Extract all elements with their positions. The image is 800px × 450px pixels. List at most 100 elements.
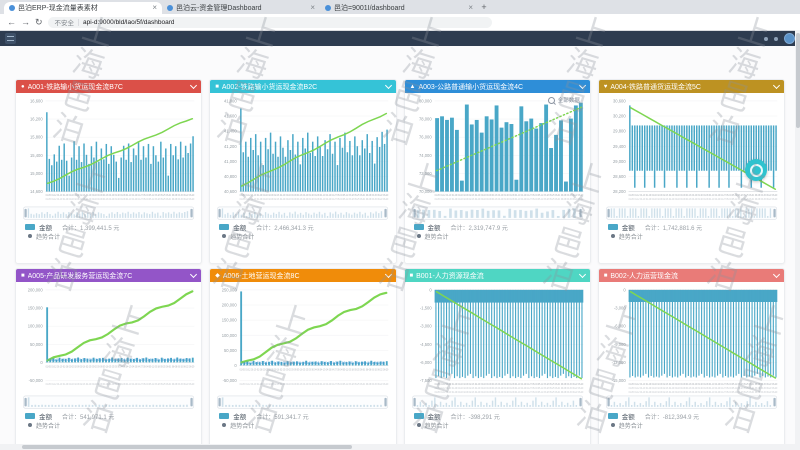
card-header-A003[interactable]: ▲ A003-公路普通输小货运现金流4C	[404, 80, 590, 93]
chart-legend: 金额 合计：2,319,747.9 元趋势合计	[405, 222, 590, 243]
chevron-down-icon[interactable]	[578, 81, 586, 90]
svg-text:15,400: 15,400	[30, 153, 43, 158]
datazoom-slider[interactable]	[411, 206, 584, 221]
chart-plot[interactable]: 30,600 30,200 29,800 29,400 29,000 28,600 28,2…	[602, 95, 781, 206]
legend-series-row[interactable]: 金额 合计：591,341.7 元	[219, 412, 386, 421]
browser-tab-3[interactable]: 邑泊=9001I/dashboard ×	[320, 2, 478, 14]
svg-text:70,000: 70,000	[419, 189, 432, 194]
user-avatar[interactable]	[784, 33, 795, 44]
card-header-A006[interactable]: ◆ A006-土地营运现金流8C	[210, 269, 396, 282]
card-header-icon: ■	[409, 272, 414, 279]
legend-trend-row[interactable]: 趋势合计	[414, 232, 581, 241]
chevron-down-icon[interactable]	[384, 270, 392, 279]
chart-plot[interactable]: 200,000 150,000 100,000 50,000 0 -50,000 1c 30…	[19, 284, 198, 395]
legend-trend-label: 趋势合计	[618, 423, 643, 430]
horizontal-scrollbar-thumb[interactable]	[22, 445, 352, 449]
legend-series-row[interactable]: 金额 合计：541,971.1 元	[25, 412, 192, 421]
datazoom-slider[interactable]	[22, 206, 195, 221]
message-icon[interactable]	[774, 36, 778, 41]
legend-series-label: 金额	[427, 225, 441, 232]
notification-icon[interactable]	[764, 36, 768, 41]
card-header-A005[interactable]: ■ A005-产品研发服务营运现金流7C	[16, 269, 202, 282]
datazoom-slider[interactable]	[605, 206, 778, 221]
vertical-scrollbar-thumb[interactable]	[795, 33, 800, 128]
tab-close-icon[interactable]: ×	[152, 3, 157, 12]
tab-close-icon[interactable]: ×	[468, 3, 473, 12]
legend-trend-row[interactable]: 趋势合计	[414, 421, 581, 430]
vertical-scrollbar[interactable]	[795, 30, 800, 444]
hamburger-menu-icon[interactable]	[5, 33, 16, 44]
legend-series-row[interactable]: 金额 合计：1,399,441.5 元	[25, 223, 192, 232]
legend-series-swatch	[607, 224, 618, 230]
chart-plot[interactable]: 80,000 78,000 76,000 74,000 72,000 70,00001-0…	[408, 95, 587, 206]
svg-text:50,000: 50,000	[30, 342, 43, 347]
legend-series-row[interactable]: 金额 合计：2,319,747.9 元	[413, 223, 581, 232]
chevron-down-icon[interactable]	[384, 81, 392, 90]
svg-text:0: 0	[429, 287, 432, 292]
floating-action-button[interactable]	[745, 159, 767, 181]
tab-close-icon[interactable]: ×	[310, 3, 315, 12]
svg-text:50,000: 50,000	[224, 348, 237, 353]
card-title: B001-人力资源现金流	[416, 272, 484, 280]
legend-series-row[interactable]: 金额 合计：2,466,341.3 元	[219, 223, 386, 232]
new-tab-button[interactable]: +	[481, 2, 487, 12]
chevron-down-icon[interactable]	[190, 81, 198, 90]
card-header-B001[interactable]: ■ B001-人力资源现金流	[404, 269, 590, 282]
chart-plot[interactable]: 250,000 200,000 150,000 100,000 50,000 0 -50,0…	[213, 284, 392, 395]
card-title: B002-人力运营现金流	[610, 272, 679, 280]
horizontal-scrollbar[interactable]	[0, 444, 800, 450]
legend-series-row[interactable]: 金额 合计：1,742,881.6 元	[607, 223, 775, 232]
security-chip: 不安全	[54, 20, 75, 27]
url-omnibox[interactable]: 不安全 api-d:9000/bld/lao/5f/dashboard	[47, 16, 492, 28]
chevron-down-icon[interactable]	[578, 270, 586, 279]
card-title: A003-公路普通输小货运现金流4C	[418, 83, 524, 91]
forward-icon[interactable]: →	[21, 16, 30, 27]
svg-text:0: 0	[40, 360, 43, 365]
legend-total-value: 合计：-812,394.9 元	[644, 414, 700, 421]
browser-address-bar: ← → ↻ 不安全 api-d:9000/bld/lao/5f/dashboar…	[0, 14, 800, 31]
legend-total-value: 合计：-398,291 元	[450, 414, 500, 421]
legend-series-row[interactable]: 金额 合计：-812,394.9 元	[607, 412, 775, 421]
svg-text:01-05 01-12 01-19 01-26 02-02: 01-05 01-12 01-19 01-26 02-02 02-09 02-1…	[434, 390, 583, 394]
legend-trend-row[interactable]: 趋势合计	[608, 232, 775, 241]
legend-series-label: 金额	[233, 225, 247, 232]
datazoom-slider[interactable]	[22, 395, 195, 410]
legend-series-row[interactable]: 金额 合计：-398,291 元	[413, 412, 581, 421]
card-body: 16,600 16,200 15,800 15,400 15,000 14,600 01-0…	[16, 93, 201, 206]
toolbox-zoom-reset[interactable]: 全部数据	[547, 96, 580, 104]
card-header-A002[interactable]: ■ A002-铁路输小货运现金流B2C	[210, 80, 396, 93]
legend-trend-label: 趋势合计	[230, 234, 255, 241]
legend-trend-row[interactable]: 趋势合计	[25, 232, 192, 241]
card-header-A004[interactable]: ♥ A004-铁路普通货运现金流5C	[598, 80, 784, 93]
card-header-A001[interactable]: ● A001-铁路输小货运现金流B7C	[16, 80, 202, 93]
chart-plot[interactable]: 16,600 16,200 15,800 15,400 15,000 14,60001-0…	[19, 95, 198, 206]
browser-tab-1[interactable]: 邑泊ERP-现金流量表素材 ×	[4, 2, 162, 14]
svg-text:41,200: 41,200	[224, 144, 237, 149]
legend-trend-label: 趋势合计	[424, 423, 449, 430]
browser-tab-2[interactable]: 邑泊云-资金管理Dashboard ×	[162, 2, 320, 14]
datazoom-slider[interactable]	[605, 395, 778, 410]
legend-trend-row[interactable]: 趋势合计	[25, 421, 192, 430]
legend-trend-row[interactable]: 趋势合计	[219, 232, 386, 241]
legend-trend-row[interactable]: 趋势合计	[219, 421, 386, 430]
svg-text:41,400: 41,400	[224, 129, 237, 134]
chevron-down-icon[interactable]	[772, 81, 781, 90]
chart-plot[interactable]: 41,800 41,600 41,400 41,200 41,000 40,800 40,6…	[213, 95, 392, 206]
datazoom-slider[interactable]	[216, 395, 389, 410]
card-header-B002[interactable]: ■ B002-人力运营现金流	[598, 269, 784, 282]
chevron-down-icon[interactable]	[772, 270, 781, 279]
dashboard-card-grid: ● A001-铁路输小货运现金流B7C 16,600 16,200 15,800 15,4…	[15, 79, 785, 450]
legend-total-value: 合计：541,971.1 元	[62, 414, 115, 421]
card-header-icon: ♥	[603, 83, 608, 90]
legend-total-value: 合计：2,466,341.3 元	[256, 225, 314, 232]
card-header-icon: ▲	[409, 83, 416, 90]
back-icon[interactable]: ←	[7, 16, 16, 27]
datazoom-slider[interactable]	[411, 395, 584, 410]
legend-trend-row[interactable]: 趋势合计	[608, 421, 775, 430]
chevron-down-icon[interactable]	[190, 270, 198, 279]
reload-icon[interactable]: ↻	[35, 16, 43, 27]
datazoom-slider[interactable]	[216, 206, 389, 221]
legend-trend-dot-icon	[610, 423, 615, 427]
